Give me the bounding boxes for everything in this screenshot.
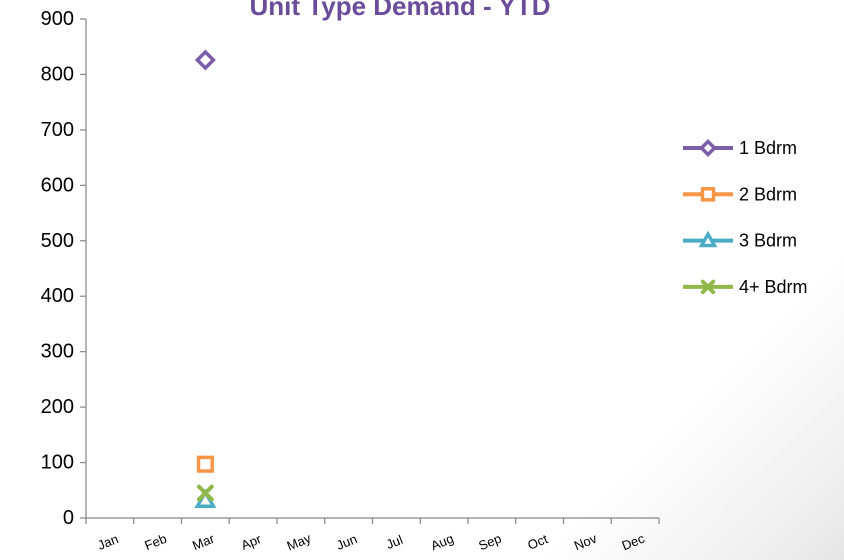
legend-item: 4+ Bdrm	[683, 277, 808, 297]
legend-label: 3 Bdrm	[739, 231, 797, 251]
x-tick-label: Dec	[620, 531, 648, 554]
y-tick-label: 600	[41, 174, 74, 196]
legend-label: 2 Bdrm	[739, 184, 797, 204]
y-tick-label: 200	[41, 396, 74, 418]
series-markers	[194, 49, 217, 509]
legend-marker	[699, 139, 717, 157]
legend-item: 1 Bdrm	[683, 138, 797, 158]
chart-axes	[80, 18, 660, 524]
chart-title: Unit Type Demand - YTD	[250, 0, 551, 21]
legend-label: 4+ Bdrm	[739, 277, 808, 297]
data-point	[196, 455, 214, 473]
x-tick-labels: Jan Feb Mar Apr May Jun Jul Aug Sep Oct Nov Dec	[95, 530, 647, 553]
y-tick-label: 0	[63, 507, 74, 529]
x-tick-label: Sep	[476, 531, 503, 554]
x-tick-label: Jan	[95, 531, 120, 553]
legend-label: 1 Bdrm	[739, 138, 797, 158]
x-tick-label: May	[285, 530, 314, 553]
x-tick-label: Oct	[525, 531, 550, 553]
y-tick-label: 900	[41, 8, 74, 30]
legend-marker	[700, 279, 716, 295]
x-tick-label: Nov	[572, 531, 600, 554]
y-tick-label: 400	[41, 285, 74, 307]
legend-marker	[700, 187, 716, 202]
y-tick-label: 800	[41, 63, 74, 85]
y-tick-label: 300	[41, 341, 74, 363]
legend-item: 3 Bdrm	[683, 230, 797, 251]
x-tick-label: Mar	[190, 531, 217, 554]
y-tick-label: 700	[41, 119, 74, 141]
legend: 1 Bdrm 2 Bdrm 3 Bdrm 4+ Bdrm	[683, 138, 808, 297]
legend-marker	[698, 230, 718, 248]
y-tick-labels: 0 100 200 300 400 500 600 700 800 900	[41, 8, 74, 529]
x-tick-label: Feb	[142, 531, 168, 553]
legend-item: 2 Bdrm	[683, 184, 797, 204]
data-point	[194, 49, 216, 71]
y-tick-label: 500	[41, 230, 74, 252]
y-tick-label: 100	[41, 452, 74, 474]
x-tick-label: Jun	[334, 531, 359, 553]
x-tick-label: Jul	[384, 532, 405, 552]
x-tick-label: Aug	[429, 531, 456, 554]
data-point	[196, 484, 214, 502]
x-tick-label: Apr	[239, 531, 264, 553]
